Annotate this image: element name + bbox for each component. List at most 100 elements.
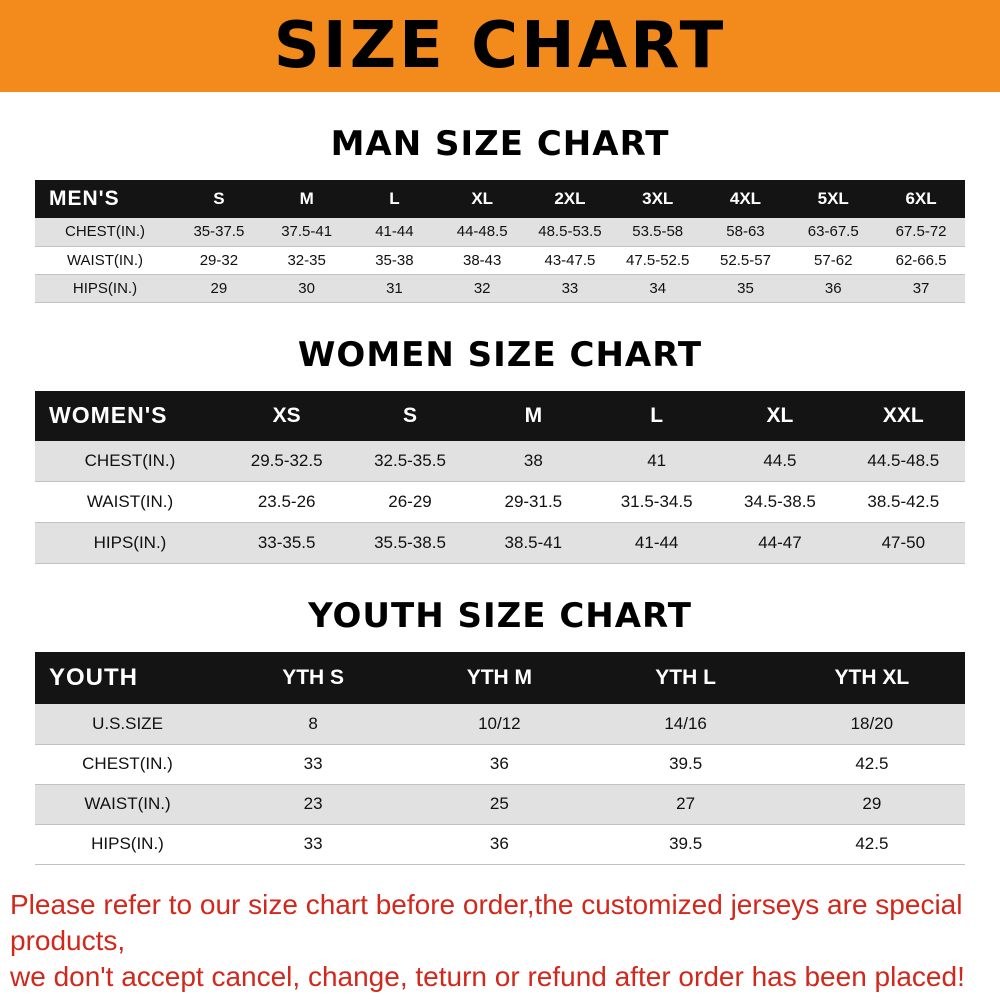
size-value: 27 bbox=[676, 794, 696, 813]
footer-notice: Please refer to our size chart before or… bbox=[0, 887, 1000, 996]
size-value: 38.5-41 bbox=[504, 533, 563, 552]
banner: SIZE CHART bbox=[0, 0, 1000, 92]
size-column-header: 6XL bbox=[877, 180, 965, 218]
measurement-row: U.S.SIZE 8 10/12 14/16 18/20 bbox=[35, 704, 965, 744]
size-value: 23.5-26 bbox=[257, 492, 316, 511]
size-value: 39.5 bbox=[669, 834, 703, 853]
size-value: 41-44 bbox=[375, 223, 414, 241]
men-size-chart-section: MAN SIZE CHART MEN'S S M L XL 2XL 3XL 4XL 5XL 6XL… bbox=[0, 124, 1000, 303]
size-value: 26-29 bbox=[388, 492, 432, 511]
size-value: 35.5-38.5 bbox=[374, 533, 446, 552]
row-label: U.S.SIZE bbox=[92, 713, 163, 733]
size-column-header: XS bbox=[225, 390, 349, 441]
size-column-header: M bbox=[471, 390, 595, 441]
size-value: 57-62 bbox=[814, 251, 853, 269]
size-value: 35 bbox=[737, 279, 754, 297]
measurement-row: HIPS(IN.) 33 36 39.5 42.5 bbox=[35, 824, 965, 864]
men-size-table: MEN'S S M L XL 2XL 3XL 4XL 5XL 6XL CHEST(IN.) 35-37… bbox=[35, 180, 965, 303]
size-value: 53.5-58 bbox=[632, 223, 684, 241]
size-value: 38.5-42.5 bbox=[867, 492, 940, 511]
size-value: 36 bbox=[489, 834, 509, 853]
women-size-chart-section: WOMEN SIZE CHART WOMEN'S XS S M L XL XXL CHEST(… bbox=[0, 335, 1000, 565]
size-value: 38 bbox=[523, 450, 543, 470]
size-value: 14/16 bbox=[664, 713, 707, 733]
measurement-row: CHEST(IN.) 35-37.5 37.5-41 41-44 44-48.5 48.5… bbox=[35, 218, 965, 246]
size-value: 35-38 bbox=[375, 251, 414, 269]
men-section-heading: MAN SIZE CHART bbox=[330, 124, 670, 164]
row-label: CHEST(IN.) bbox=[84, 450, 176, 470]
table-header-row: YOUTH YTH S YTH M YTH L YTH XL bbox=[35, 652, 965, 704]
size-column-header: 4XL bbox=[701, 180, 790, 218]
size-value: 32.5-35.5 bbox=[374, 450, 446, 470]
row-label: CHEST(IN.) bbox=[65, 223, 145, 241]
size-value: 32 bbox=[473, 279, 491, 297]
size-value: 63-67.5 bbox=[807, 223, 859, 241]
size-column-header: XL bbox=[438, 180, 527, 218]
row-label: WAIST(IN.) bbox=[66, 251, 144, 269]
measurement-row: CHEST(IN.) 29.5-32.5 32.5-35.5 38 41 44.5 44.5… bbox=[35, 440, 965, 482]
women-section-heading: WOMEN SIZE CHART bbox=[297, 334, 703, 375]
measurement-row: WAIST(IN.) 29-32 32-35 35-38 38-43 43-47.5 47.… bbox=[35, 246, 965, 274]
size-column-header: XL bbox=[718, 390, 842, 441]
size-column-header: 2XL bbox=[526, 180, 614, 218]
size-value: 48.5-53.5 bbox=[538, 223, 602, 241]
size-value: 34.5-38.5 bbox=[744, 492, 816, 511]
size-value: 29-32 bbox=[199, 251, 239, 269]
row-label: HIPS(IN.) bbox=[93, 533, 167, 552]
table-corner-label: MEN'S bbox=[35, 180, 175, 218]
row-label: CHEST(IN.) bbox=[82, 754, 173, 773]
row-label: HIPS(IN.) bbox=[91, 834, 164, 853]
size-value: 29.5-32.5 bbox=[250, 450, 323, 470]
size-column-header: YTH M bbox=[406, 652, 593, 704]
size-value: 10/12 bbox=[478, 713, 521, 733]
size-value: 37.5-41 bbox=[281, 223, 333, 241]
size-value: 18/20 bbox=[850, 713, 894, 733]
size-value: 31 bbox=[386, 279, 403, 297]
size-column-header: S bbox=[348, 390, 472, 441]
size-value: 29-31.5 bbox=[504, 492, 563, 511]
size-value: 47.5-52.5 bbox=[626, 251, 690, 269]
size-value: 44-47 bbox=[758, 533, 802, 552]
table-corner-label: WOMEN'S bbox=[35, 390, 225, 441]
size-value: 44-48.5 bbox=[456, 223, 508, 241]
size-value: 33 bbox=[303, 834, 323, 853]
size-column-header: L bbox=[350, 180, 439, 218]
size-value: 41 bbox=[647, 450, 667, 470]
size-value: 29 bbox=[862, 794, 882, 813]
youth-size-table: YOUTH YTH S YTH M YTH L YTH XL U.S.SIZE 8 10/12… bbox=[35, 652, 965, 865]
size-column-header: YTH S bbox=[220, 652, 407, 704]
row-label: WAIST(IN.) bbox=[86, 492, 174, 511]
size-value: 44.5-48.5 bbox=[867, 450, 940, 470]
size-value: 39.5 bbox=[669, 754, 703, 773]
size-value: 52.5-57 bbox=[720, 251, 771, 269]
size-value: 33 bbox=[303, 754, 323, 773]
size-column-header: 3XL bbox=[613, 180, 702, 218]
youth-size-chart-section: YOUTH SIZE CHART YOUTH YTH S YTH M YTH L YTH… bbox=[0, 596, 1000, 865]
size-value: 58-63 bbox=[726, 223, 765, 241]
size-column-header: M bbox=[262, 180, 351, 218]
size-value: 32-35 bbox=[287, 251, 326, 269]
notice-line-2: we don't accept cancel, change, teturn o… bbox=[10, 961, 965, 993]
size-value: 29 bbox=[210, 279, 228, 297]
measurement-row: WAIST(IN.) 23.5-26 26-29 29-31.5 31.5-34.5 34… bbox=[35, 481, 965, 523]
size-value: 31.5-34.5 bbox=[620, 492, 693, 511]
size-value: 30 bbox=[298, 279, 315, 297]
size-value: 41-44 bbox=[634, 533, 679, 552]
row-label: HIPS(IN.) bbox=[72, 279, 138, 297]
size-value: 42.5 bbox=[855, 754, 889, 773]
size-value: 35-37.5 bbox=[193, 223, 245, 241]
row-label: WAIST(IN.) bbox=[84, 794, 171, 813]
size-value: 62-66.5 bbox=[895, 251, 947, 269]
size-value: 36 bbox=[824, 279, 842, 297]
table-header-row: WOMEN'S XS S M L XL XXL bbox=[35, 390, 965, 441]
size-value: 44.5 bbox=[763, 450, 797, 470]
size-column-header: 5XL bbox=[789, 180, 878, 218]
size-value: 47-50 bbox=[881, 533, 926, 552]
size-column-header: L bbox=[594, 390, 719, 441]
notice-line-1: Please refer to our size chart before or… bbox=[10, 888, 963, 956]
size-column-header: XXL bbox=[841, 390, 965, 441]
size-value: 8 bbox=[308, 713, 318, 733]
size-value: 42.5 bbox=[855, 834, 889, 853]
size-column-header: S bbox=[175, 180, 263, 218]
size-column-header: YTH L bbox=[592, 652, 779, 704]
